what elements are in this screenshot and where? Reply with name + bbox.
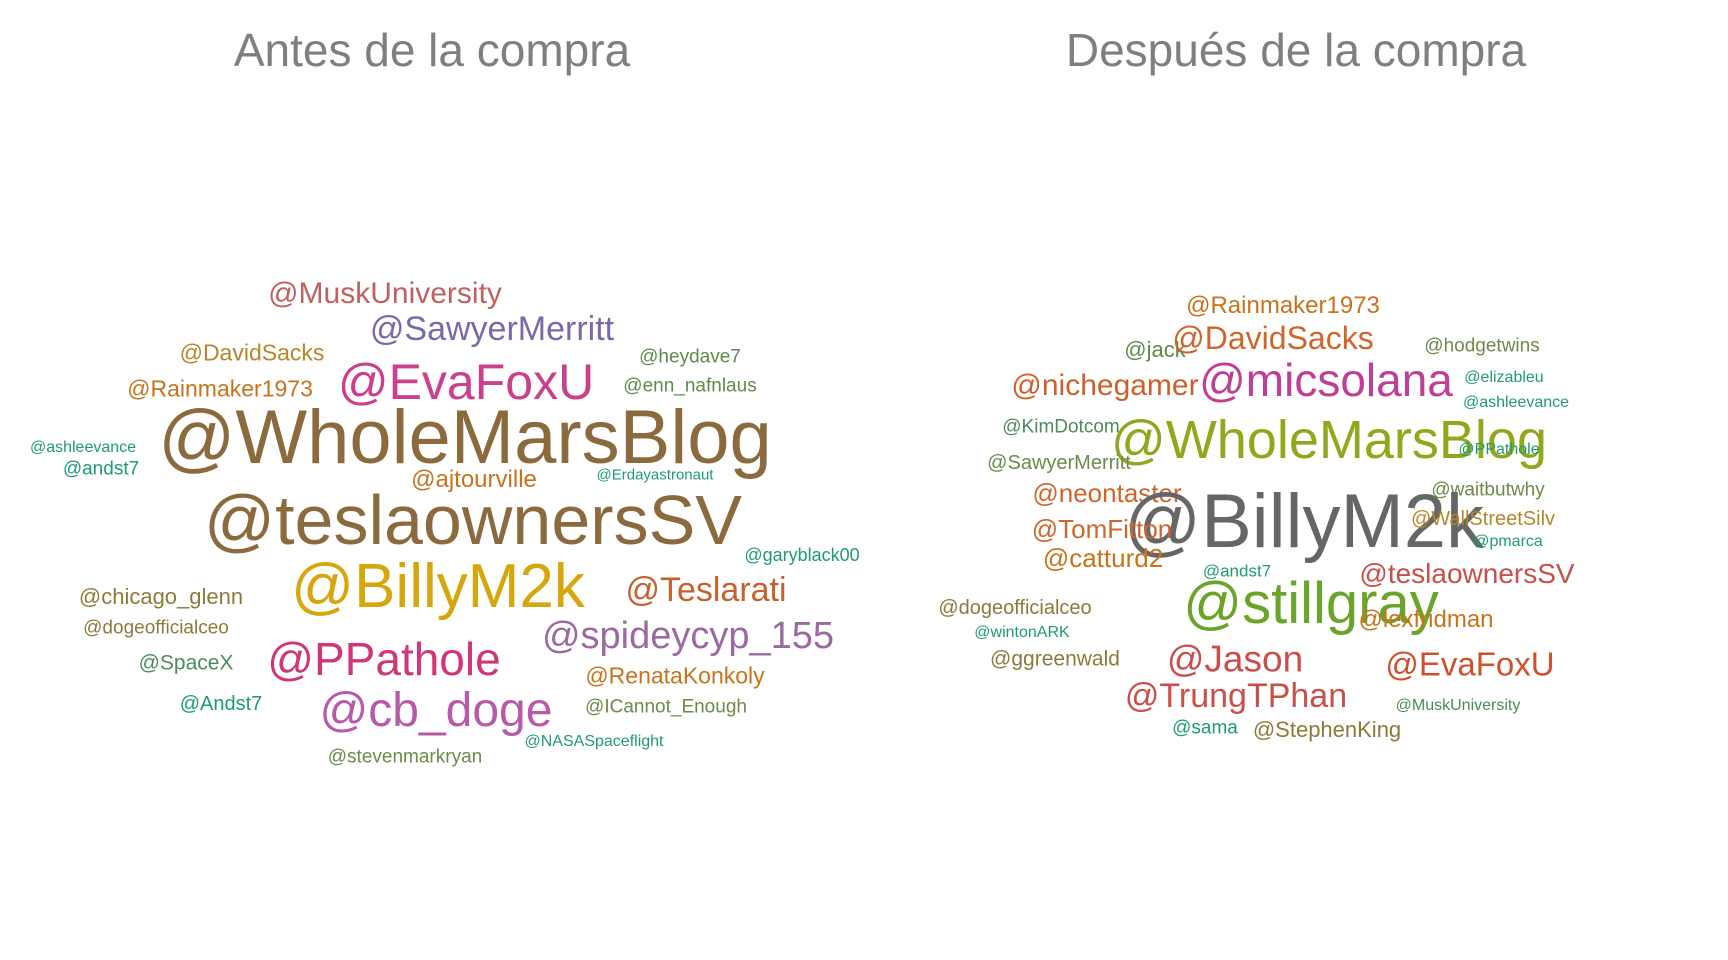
cloud-word: @ashleevance bbox=[1462, 394, 1570, 411]
cloud-word: @MuskUniversity bbox=[1395, 697, 1521, 714]
cloud-word: @elizableu bbox=[1464, 369, 1544, 386]
cloud-word: @SawyerMerritt bbox=[987, 452, 1131, 474]
cloud-word: @dogeofficialceo bbox=[83, 617, 229, 639]
cloud-word: @lexfridman bbox=[1358, 606, 1494, 633]
cloud-word: @spideycyp_155 bbox=[541, 615, 835, 657]
cloud-word: @WholeMarsBlog bbox=[1111, 410, 1547, 470]
cloud-word: @andst7 bbox=[1202, 561, 1272, 581]
cloud-word: @Teslarati bbox=[625, 571, 787, 609]
cloud-word: @ICannot_Enough bbox=[585, 696, 747, 718]
cloud-word: @SpaceX bbox=[138, 651, 234, 675]
cloud-word: @nichegamer bbox=[1011, 369, 1199, 402]
cloud-word: @stevenmarkryan bbox=[327, 746, 483, 768]
cloud-word: @pmarca bbox=[1473, 533, 1543, 550]
word-cloud-before: @MuskUniversity @SawyerMerritt @DavidSacks… bbox=[29, 277, 860, 768]
cloud-word: @WholeMarsBlog bbox=[158, 395, 772, 480]
cloud-word: @DavidSacks bbox=[179, 339, 325, 366]
panel-title-before: Antes de la compra bbox=[233, 24, 631, 76]
cloud-word: @MuskUniversity bbox=[268, 277, 502, 310]
cloud-word: @RenataKonkoly bbox=[585, 662, 765, 689]
cloud-word: @enn_nafnlaus bbox=[623, 375, 757, 397]
cloud-word: @teslaownersSV bbox=[204, 481, 742, 559]
cloud-word: @waitbutwhy bbox=[1431, 479, 1545, 501]
cloud-word: @Rainmaker1973 bbox=[1186, 292, 1380, 319]
cloud-word: @Rainmaker1973 bbox=[127, 375, 313, 402]
cloud-word: @sama bbox=[1172, 717, 1238, 739]
word-cloud-panel-after: Después de la compra @Rainmaker1973 @jack… bbox=[864, 0, 1728, 960]
cloud-word: @hodgetwins bbox=[1424, 335, 1540, 357]
cloud-word: @dogeofficialceo bbox=[938, 597, 1092, 619]
cloud-word: @ggreenwald bbox=[990, 647, 1120, 671]
cloud-word: @ashleevance bbox=[29, 439, 137, 456]
cloud-word: @teslaownersSV bbox=[1359, 558, 1575, 589]
panel-title-after: Después de la compra bbox=[1065, 24, 1527, 76]
cloud-word: @PPathole bbox=[267, 633, 501, 685]
cloud-word: @garyblack00 bbox=[744, 545, 860, 565]
cloud-word: @wintonARK bbox=[974, 624, 1070, 641]
cloud-word: @jack bbox=[1124, 337, 1186, 362]
cloud-word: @SawyerMerritt bbox=[369, 310, 615, 348]
word-cloud-after: @Rainmaker1973 @jack @DavidSacks @hodgetwin… bbox=[864, 0, 1728, 960]
cloud-word: @andst7 bbox=[62, 458, 140, 480]
cloud-word: @Jason bbox=[1166, 638, 1304, 680]
cloud-word: @EvaFoxU bbox=[1385, 645, 1555, 683]
cloud-word: @BillyM2k bbox=[291, 552, 585, 621]
cloud-word: @PPathole bbox=[1458, 441, 1540, 458]
cloud-word: @BillyM2k bbox=[1123, 479, 1485, 564]
cloud-word: @micsolana bbox=[1199, 354, 1453, 406]
cloud-word: @StephenKing bbox=[1252, 717, 1402, 742]
cloud-word: @neontaster bbox=[1032, 478, 1182, 508]
cloud-word: @Andst7 bbox=[179, 693, 263, 715]
cloud-word: @NASASpaceflight bbox=[524, 733, 664, 750]
cloud-word: @KimDotcom bbox=[1002, 416, 1120, 438]
cloud-word: @EvaFoxU bbox=[337, 354, 595, 410]
cloud-word: @stillgray bbox=[1183, 571, 1439, 636]
cloud-word: @DavidSacks bbox=[1172, 320, 1374, 356]
word-cloud-panel-before: Antes de la compra @MuskUniversity @Sawye… bbox=[29, 24, 860, 768]
cloud-word: @WallStreetSilv bbox=[1410, 508, 1556, 530]
cloud-word: @catturd2 bbox=[1042, 543, 1164, 573]
cloud-word: @TrungTPhan bbox=[1124, 677, 1348, 715]
cloud-word: @ajtourville bbox=[411, 466, 537, 493]
cloud-word: @TomFitton bbox=[1031, 514, 1173, 544]
cloud-word: @Erdayastronaut bbox=[596, 466, 714, 484]
cloud-word: @cb_doge bbox=[319, 684, 553, 737]
cloud-word: @heydave7 bbox=[639, 346, 741, 368]
cloud-word: @chicago_glenn bbox=[78, 584, 244, 609]
